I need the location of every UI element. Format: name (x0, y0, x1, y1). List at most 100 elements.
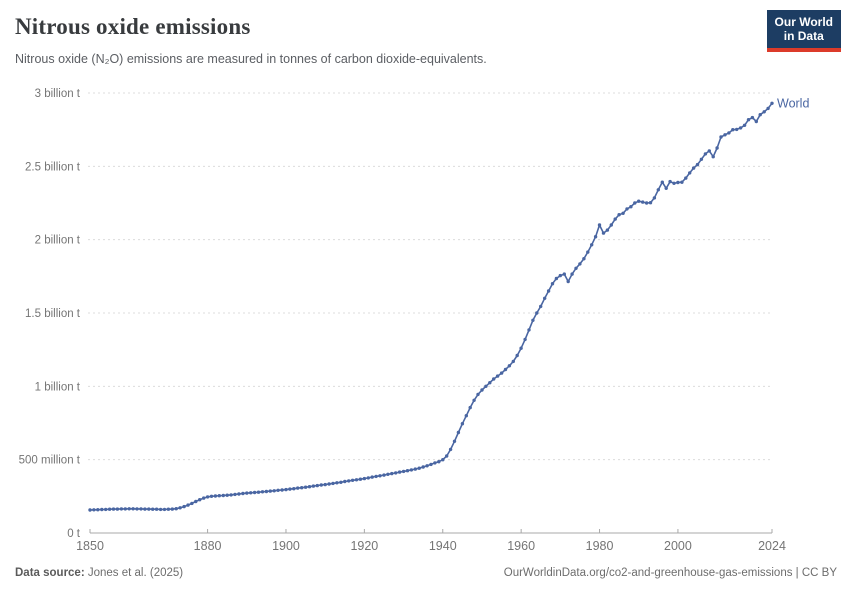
data-point-marker (280, 488, 284, 492)
data-point-marker (762, 110, 766, 114)
data-point-marker (519, 346, 523, 350)
data-point-marker (284, 487, 288, 492)
data-point-marker (637, 199, 641, 203)
data-point-marker (229, 493, 233, 497)
data-point-marker (374, 474, 378, 479)
data-point-marker (523, 337, 527, 342)
data-point-marker (597, 223, 602, 227)
data-point-marker (499, 371, 504, 375)
data-point-marker (735, 127, 739, 132)
owid-logo-line1: Our World (774, 15, 833, 29)
data-point-marker (754, 119, 758, 124)
data-point-marker (460, 422, 465, 426)
y-tick-label: 1.5 billion t (25, 308, 81, 320)
data-point-marker (609, 223, 613, 227)
data-point-marker (574, 266, 578, 270)
data-point-marker (233, 492, 237, 497)
data-point-marker (394, 471, 398, 475)
data-point-marker (307, 485, 312, 489)
world-end-label[interactable]: World (777, 96, 809, 110)
data-point-marker (445, 454, 449, 458)
data-point-marker (115, 507, 120, 511)
data-point-marker (343, 479, 347, 484)
data-point-marker (566, 279, 570, 284)
y-tick-label: 3 billion t (35, 88, 81, 100)
data-point-marker (554, 276, 559, 281)
data-point-marker (586, 250, 590, 254)
data-point-marker (323, 482, 327, 487)
data-point-marker (362, 476, 367, 481)
data-point-marker (107, 507, 112, 511)
data-point-marker (421, 465, 425, 469)
attribution-link[interactable]: OurWorldinData.org/co2-and-greenhouse-ga… (503, 567, 837, 579)
data-point-marker (123, 507, 128, 511)
data-point-marker (539, 304, 543, 309)
data-point-marker (217, 494, 221, 498)
chart-footer: Data source: Jones et al. (2025) OurWorl… (15, 567, 837, 579)
data-point-marker (194, 499, 198, 504)
data-point-marker (746, 118, 751, 122)
x-tick-label: 1940 (429, 539, 457, 553)
data-point-marker (766, 106, 770, 111)
world-series-markers (88, 101, 774, 512)
data-point-marker (303, 485, 308, 489)
data-point-marker (213, 494, 218, 498)
data-point-marker (119, 507, 124, 511)
x-tick-label: 1900 (272, 539, 300, 553)
data-point-marker (413, 467, 417, 471)
data-source-value: Jones et al. (2025) (84, 567, 184, 579)
data-point-marker (311, 484, 316, 488)
data-point-marker (668, 179, 672, 184)
data-point-marker (695, 162, 700, 167)
data-point-marker (256, 490, 261, 494)
world-series-line[interactable] (89, 102, 773, 511)
page-title: Nitrous oxide emissions (15, 14, 251, 39)
data-point-marker (331, 481, 335, 486)
data-point-marker (241, 491, 245, 496)
data-point-marker (245, 491, 249, 495)
data-point-marker (174, 507, 178, 511)
data-point-marker (495, 374, 500, 378)
data-point-marker (558, 273, 562, 278)
data-point-marker (699, 157, 704, 161)
data-point-marker (633, 201, 637, 205)
data-point-marker (452, 439, 457, 443)
data-point-marker (605, 228, 610, 232)
data-source: Data source: Jones et al. (2025) (15, 567, 183, 579)
x-tick-label: 1880 (194, 539, 222, 553)
data-point-marker (88, 508, 92, 512)
data-point-marker (652, 196, 657, 200)
owid-logo[interactable]: Our World in Data (766, 10, 841, 52)
data-point-marker (292, 487, 296, 491)
data-point-marker (390, 471, 394, 476)
data-point-marker (202, 496, 206, 500)
data-point-marker (727, 131, 731, 135)
data-point-marker (339, 480, 343, 484)
page-subtitle: Nitrous oxide (N₂O) emissions are measur… (15, 52, 487, 66)
data-point-marker (629, 205, 633, 209)
data-point-marker (417, 466, 421, 470)
data-point-marker (135, 507, 139, 511)
data-point-marker (92, 508, 96, 512)
data-point-marker (570, 272, 574, 276)
data-point-marker (648, 201, 653, 205)
data-point-marker (378, 474, 382, 478)
data-point-marker (158, 507, 163, 512)
x-tick-label: 2024 (758, 539, 786, 553)
data-point-marker (162, 507, 167, 512)
data-point-marker (405, 469, 410, 473)
x-tick-label: 1920 (350, 539, 378, 553)
data-point-marker (488, 381, 492, 385)
data-point-marker (758, 113, 762, 117)
y-tick-label: 1 billion t (35, 381, 81, 393)
data-point-marker (476, 392, 480, 397)
data-point-marker (225, 493, 229, 497)
data-point-marker (221, 493, 225, 498)
data-point-marker (676, 180, 680, 185)
data-point-marker (715, 146, 719, 150)
data-point-marker (742, 123, 747, 128)
data-point-marker (660, 180, 664, 184)
data-point-marker (327, 482, 331, 486)
data-point-marker (448, 447, 453, 452)
